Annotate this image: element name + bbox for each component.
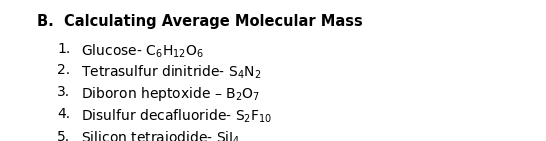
Text: 2.: 2.	[57, 63, 70, 77]
Text: Silicon tetraiodide- $\mathregular{SiI_4}$: Silicon tetraiodide- $\mathregular{SiI_4…	[81, 130, 240, 141]
Text: 4.: 4.	[57, 107, 70, 121]
Text: 5.: 5.	[57, 130, 70, 141]
Text: Glucose- $\mathregular{C_6H_{12}O_6}$: Glucose- $\mathregular{C_6H_{12}O_6}$	[81, 42, 204, 60]
Text: Tetrasulfur dinitride- $\mathregular{S_4N_2}$: Tetrasulfur dinitride- $\mathregular{S_4…	[81, 63, 262, 81]
Text: B.  Calculating Average Molecular Mass: B. Calculating Average Molecular Mass	[37, 14, 363, 29]
Text: 1.: 1.	[57, 42, 70, 56]
Text: Diboron heptoxide – $\mathregular{B_2O_7}$: Diboron heptoxide – $\mathregular{B_2O_7…	[81, 85, 260, 103]
Text: 3.: 3.	[57, 85, 70, 99]
Text: Disulfur decafluoride- $\mathregular{S_2F_{10}}$: Disulfur decafluoride- $\mathregular{S_2…	[81, 107, 272, 125]
